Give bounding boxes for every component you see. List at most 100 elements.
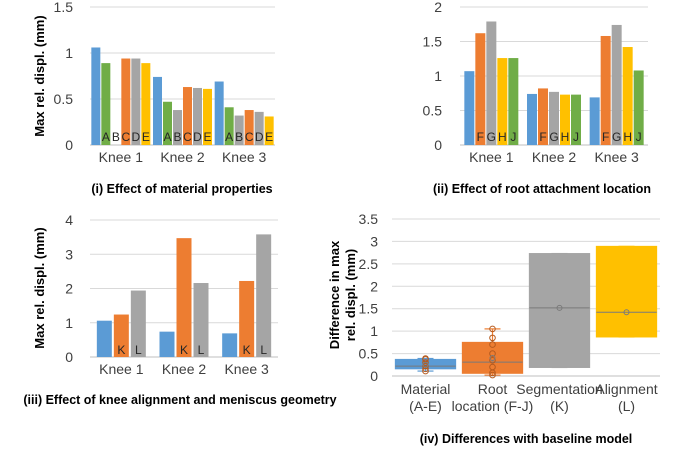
bar-letter-label: B [112,130,120,144]
bar-base [527,93,537,145]
y-tick-label: 3 [65,246,73,262]
bar-k [176,238,192,357]
bar-letter-label: E [265,130,273,144]
bar-f [264,116,274,145]
caption-root-attachment: (ii) Effect of root attachment location [433,182,651,196]
caption-alignment-geometry: (iii) Effect of knee alignment and menis… [23,393,336,407]
bar-g [611,24,622,145]
bar-letter-label: H [623,130,632,144]
bar-e [193,87,202,145]
data-point [422,355,429,362]
y-axis-label-line-1: Difference in max [327,240,342,349]
bar-letter-label: G [612,130,621,144]
bar-f [600,35,611,146]
y-tick-label: 2 [370,278,378,294]
bar-k [239,280,255,357]
x-category-label: Knee 3 [222,149,267,165]
y-tick-label: 1 [370,323,378,339]
bar-c [234,115,244,145]
y-tick-label: 2.5 [359,256,379,272]
y-axis-label-line-2: rel. displ. (mm) [343,249,358,341]
bar-b [101,63,111,146]
bar-base [222,333,238,357]
bar-h [622,47,633,145]
bar-letter-label: L [260,343,267,357]
y-tick-label: 0.5 [359,346,379,362]
bar-f [141,63,151,146]
bar-l [130,290,146,357]
x-category-label: Knee 2 [532,149,577,165]
y-tick-label: 1.5 [54,0,74,15]
data-point [489,341,496,348]
y-tick-label: 1.5 [423,34,443,50]
y-tick-label: 2 [434,0,442,15]
box-mean-marker [623,309,630,316]
bar-letter-label: G [487,130,496,144]
bar-letter-label: G [549,130,558,144]
bar-e [254,111,264,145]
bar-letter-label: B [173,130,181,144]
y-tick-label: 0 [65,137,73,153]
bar-letter-label: F [602,130,609,144]
bar-l [256,234,272,357]
bar-l [193,283,209,357]
bar-letter-label: D [255,130,264,144]
data-point [422,359,429,366]
y-tick-label: 1 [65,45,73,61]
bar-letter-label: C [183,130,192,144]
bar-f [538,88,548,145]
bar-d [244,110,254,145]
bar-h [497,58,508,146]
bar-h [560,94,570,145]
bar-letter-label: F [539,130,546,144]
bar-letter-label: D [131,130,140,144]
bar-letter-label: A [102,130,110,144]
data-point [489,350,496,357]
box-iqr [595,245,658,338]
y-tick-label: 3.5 [359,211,379,227]
bar-letter-label: D [193,130,202,144]
bar-letter-label: E [203,130,211,144]
bar-letter-label: C [121,130,130,144]
data-point [489,334,496,342]
x-category-label: Root [478,381,508,397]
x-category-label: Knee 2 [160,149,205,165]
y-tick-label: 0.5 [54,91,74,107]
x-category-label: Knee 1 [99,149,144,165]
box-mean-marker [556,304,563,311]
y-tick-label: 1 [65,315,73,331]
x-category-label: Alignment [595,381,657,397]
panel-baseline-differences: 0 0.5 1 1.5 2 2.5 3 3.5 Material(A-E) Rootlocati… [327,211,660,446]
x-category-label: Knee 1 [469,149,514,165]
y-tick-label: 1.5 [359,301,379,317]
bar-letter-label: H [498,130,507,144]
caption-baseline-differences: (iv) Differences with baseline model [420,432,633,446]
bar-letter-label: C [245,130,254,144]
bar-b [224,107,234,145]
bar-a [91,47,101,146]
y-tick-label: 0 [65,349,73,365]
bar-letter-label: L [135,343,142,357]
x-category-label: Knee 3 [594,149,639,165]
bar-letter-label: K [117,343,125,357]
bar-letter-label: J [573,130,579,144]
bar-g [549,91,559,145]
x-category-label: location (F-J) [452,398,534,414]
y-tick-label: 1 [434,68,442,84]
data-point [422,367,429,375]
data-point [489,357,496,364]
bar-letter-label: K [180,343,188,357]
bar-f [475,33,486,145]
y-tick-label: 2 [65,281,73,297]
bar-a [214,81,224,145]
bar-f [203,88,212,145]
bar-base [159,331,175,357]
bar-d [121,58,131,145]
x-category-label: (K) [550,398,569,414]
box-mean-marker [489,355,496,362]
bar-letter-label: F [477,130,484,144]
data-point [489,371,496,379]
data-point [489,363,496,371]
y-axis-label: Max rel. displ. (mm) [32,15,47,136]
bar-b [163,101,172,145]
